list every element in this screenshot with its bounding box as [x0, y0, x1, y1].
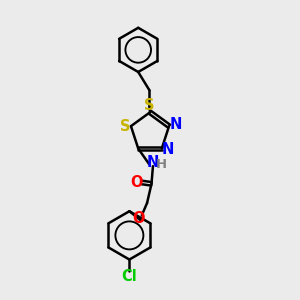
Text: S: S [144, 98, 155, 113]
Text: O: O [133, 211, 145, 226]
Text: N: N [169, 117, 182, 132]
Text: S: S [120, 118, 131, 134]
Text: Cl: Cl [122, 268, 137, 284]
Text: N: N [162, 142, 174, 157]
Text: H: H [156, 158, 167, 171]
Text: O: O [130, 175, 142, 190]
Text: N: N [147, 155, 159, 170]
